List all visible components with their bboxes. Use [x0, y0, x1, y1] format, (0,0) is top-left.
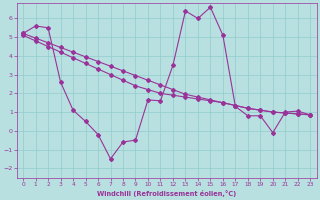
- X-axis label: Windchill (Refroidissement éolien,°C): Windchill (Refroidissement éolien,°C): [97, 190, 236, 197]
